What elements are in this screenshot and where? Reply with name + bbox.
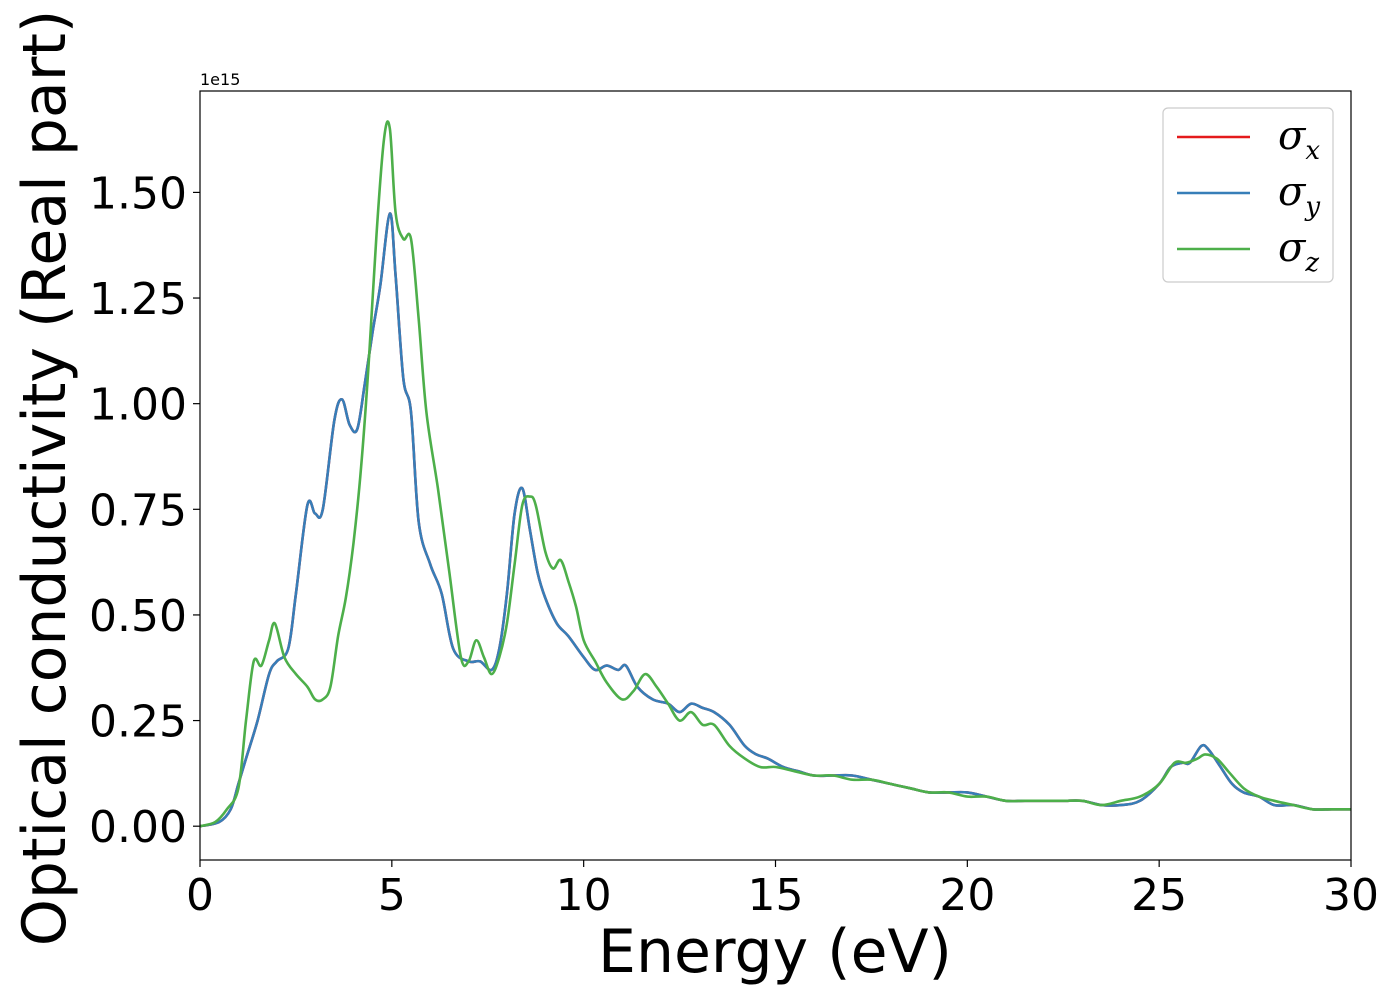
x-tick-label: 0 (186, 870, 214, 921)
plot-lines (200, 120, 1351, 828)
y-tick-label: 0.00 (89, 802, 187, 853)
y-tick-label: 1.25 (89, 274, 187, 325)
y-offset-label: 1e15 (200, 70, 240, 89)
x-tick-label: 15 (748, 870, 804, 921)
x-axis-ticks: 0 5 10 15 20 25 30 (186, 860, 1379, 921)
x-tick-label: 5 (378, 870, 406, 921)
x-tick-label: 10 (556, 870, 612, 921)
series-line-z (200, 120, 1351, 828)
y-axis-ticks: 0.00 0.25 0.50 0.75 1.00 1.25 1.50 (89, 168, 200, 853)
y-tick-label: 0.75 (89, 485, 187, 536)
x-axis-label: Energy (eV) (598, 917, 952, 987)
y-tick-label: 0.50 (89, 591, 187, 642)
y-tick-label: 1.00 (89, 380, 187, 431)
x-tick-label: 30 (1323, 870, 1379, 921)
legend-box (1162, 107, 1334, 283)
x-tick-label: 20 (939, 870, 995, 921)
legend-label: σz (1278, 225, 1319, 278)
y-axis-label: Optical conductivity (Real part) (10, 10, 80, 947)
y-tick-label: 1.50 (89, 168, 187, 219)
series-line-y (200, 212, 1351, 828)
x-tick-label: 25 (1131, 870, 1187, 921)
y-tick-label: 0.25 (89, 697, 187, 748)
